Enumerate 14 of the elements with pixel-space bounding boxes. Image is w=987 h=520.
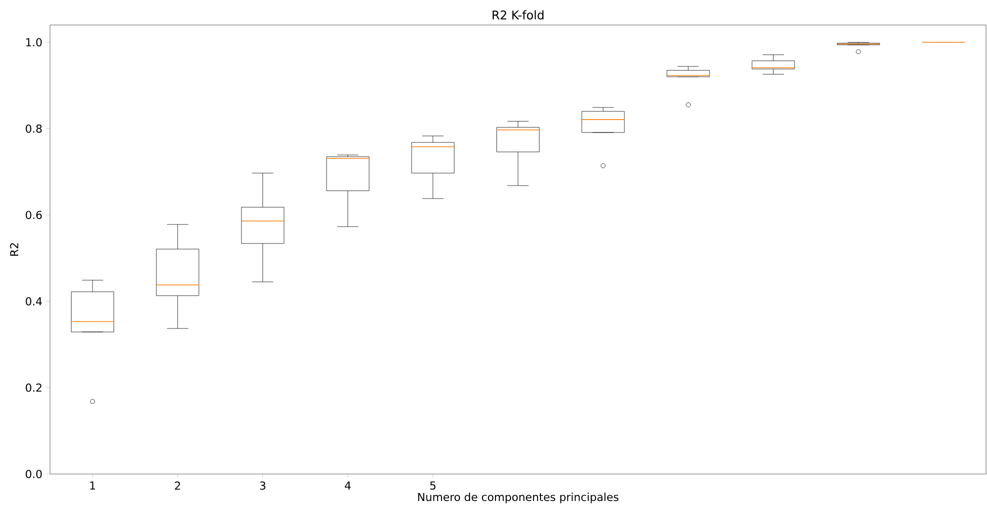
x-tick-label: 4 <box>344 482 351 490</box>
y-tick-label: 1.0 <box>26 38 42 46</box>
x-axis-title: Numero de componentes principales <box>418 492 618 504</box>
x-tick-label: 3 <box>260 482 266 490</box>
x-tick-label: 1 <box>90 482 96 490</box>
y-tick-label: 0.8 <box>26 124 42 133</box>
x-tick-label: 2 <box>174 482 180 490</box>
y-tick-label: 0.4 <box>26 297 42 306</box>
x-tick-label: 5 <box>430 482 436 490</box>
y-tick-label: 0.6 <box>26 210 42 220</box>
chart-title: R2 K-fold <box>492 10 544 20</box>
y-tick-label: 0.2 <box>26 384 42 392</box>
y-tick-label: 0.0 <box>26 470 42 478</box>
y-axis-title: R2 <box>10 243 18 256</box>
